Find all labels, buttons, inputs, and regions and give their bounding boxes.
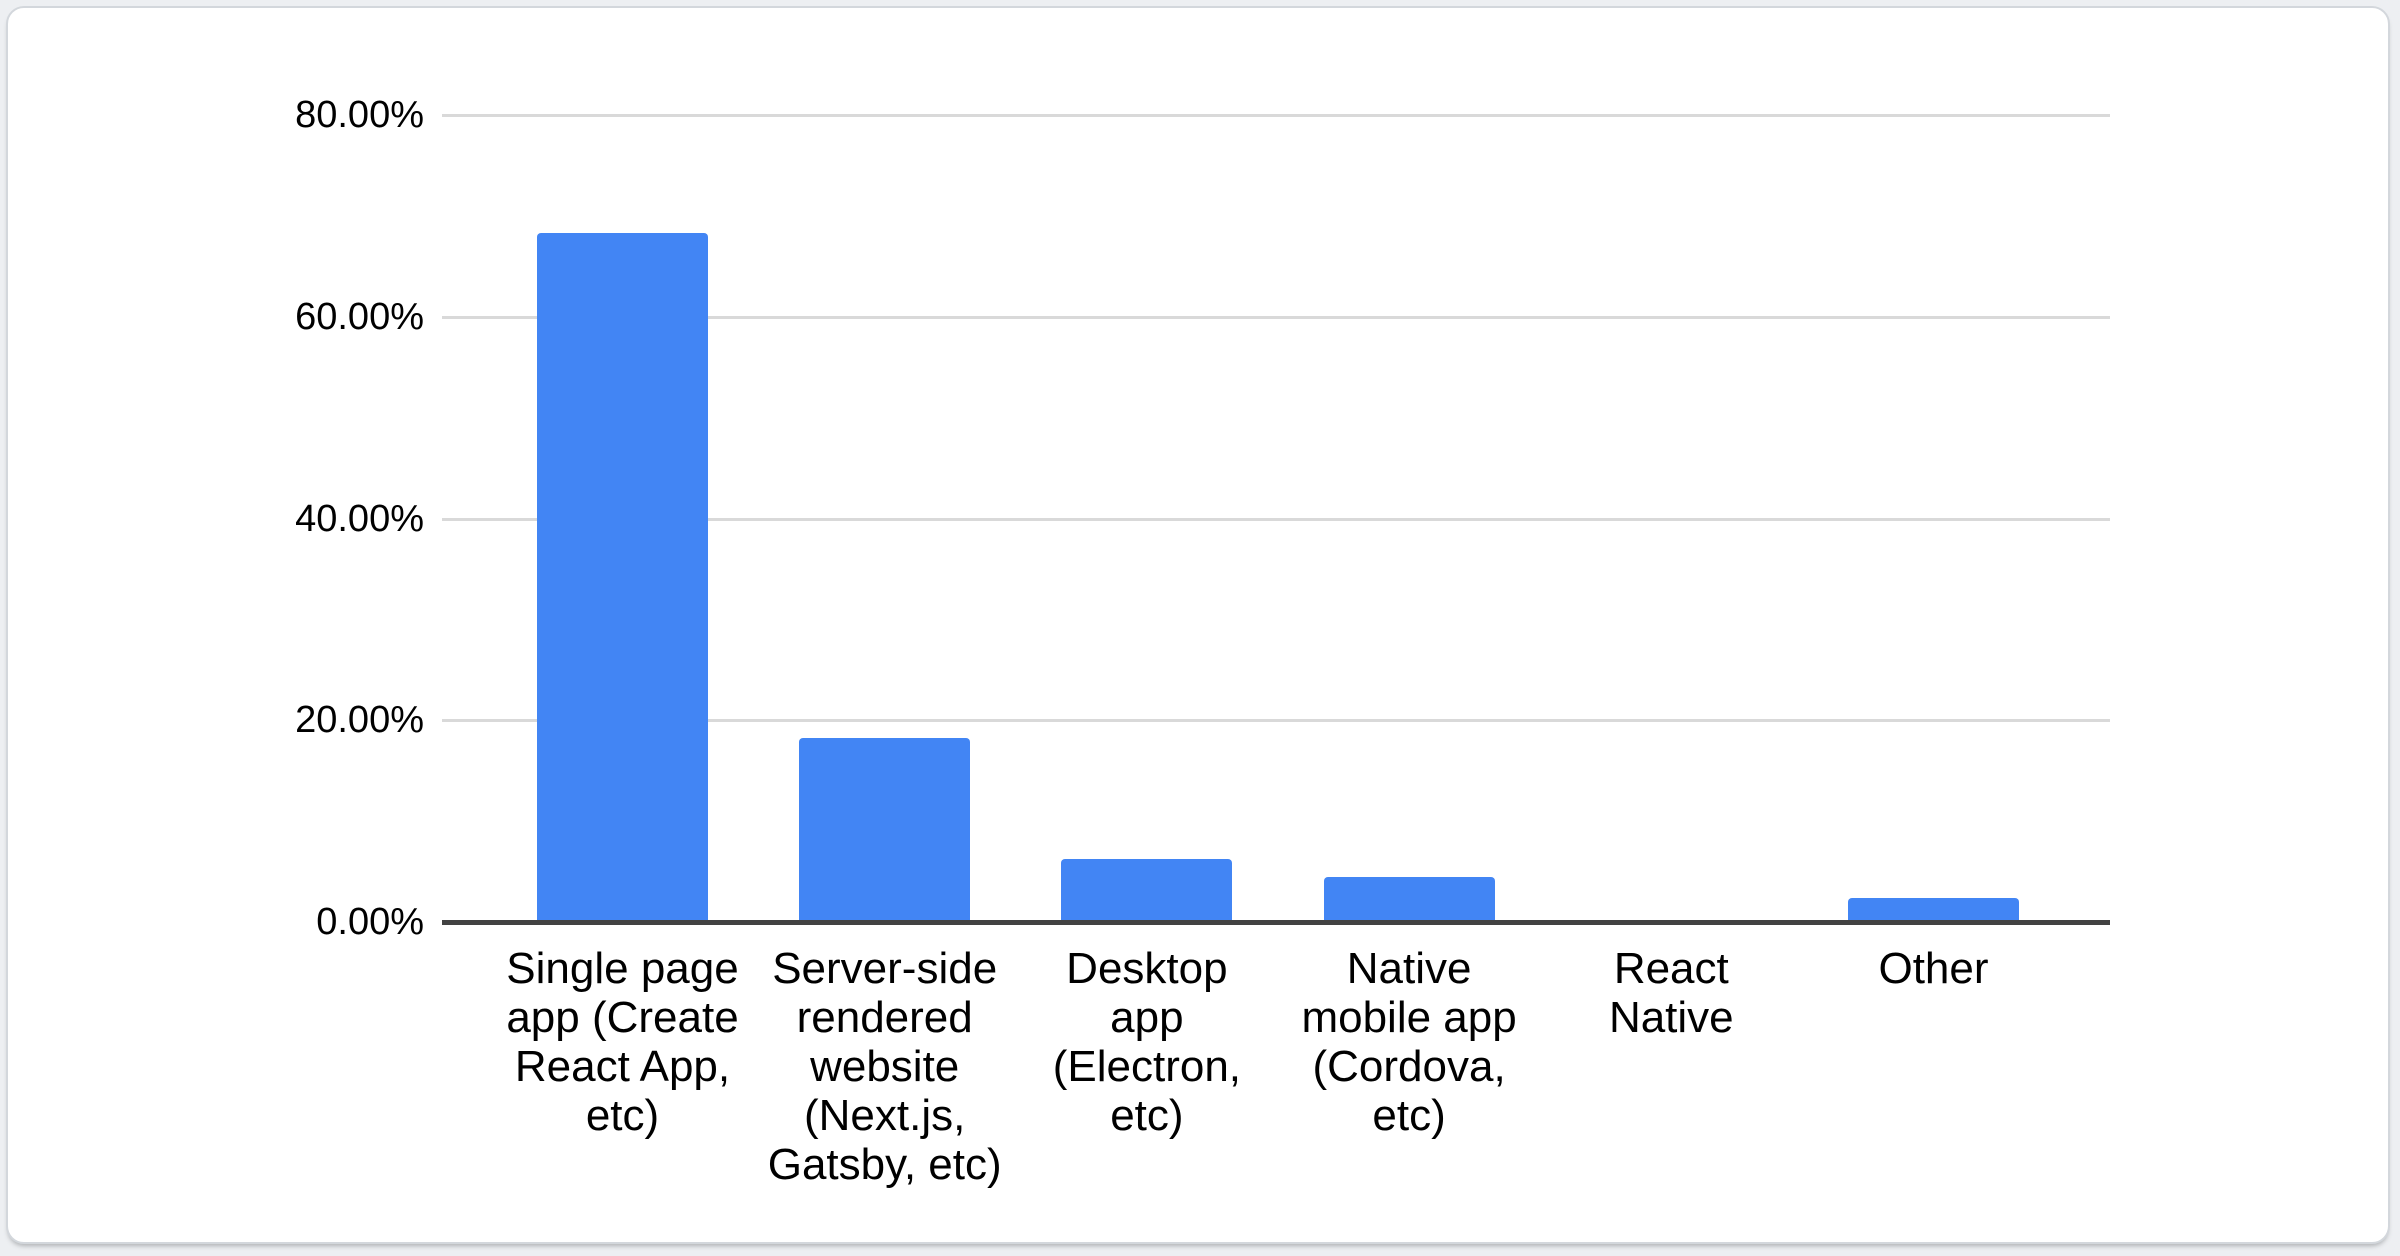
bar-1: [799, 738, 971, 922]
y-tick-label-40: 40.00%: [295, 497, 424, 540]
chart-card: [6, 6, 2390, 1244]
gridline-40: [442, 517, 2110, 521]
gridline-80: [442, 114, 2110, 117]
bar-0: [537, 233, 708, 922]
x-tick-label-2: Desktop app (Electron, etc): [1052, 944, 1242, 1140]
x-tick-label-5: Other: [1878, 944, 1989, 993]
y-tick-label-60: 60.00%: [295, 295, 424, 338]
gridline-60: [442, 315, 2110, 319]
bar-2: [1061, 859, 1233, 922]
x-axis-line: [442, 920, 2110, 925]
x-tick-label-4: React Native: [1608, 944, 1734, 1042]
x-tick-label-1: Server-side rendered website (Next.js, G…: [767, 944, 1002, 1189]
y-tick-label-80: 80.00%: [295, 94, 424, 136]
bar-5: [1848, 897, 2019, 922]
gridline-20: [442, 719, 2110, 723]
x-tick-label-0: Single page app (Create React App, etc): [506, 944, 739, 1140]
bar-3: [1323, 876, 1495, 922]
x-tick-label-3: Native mobile app (Cordova, etc): [1301, 944, 1517, 1140]
y-tick-label-0: 0.00%: [316, 901, 424, 943]
y-tick-label-20: 20.00%: [295, 699, 424, 742]
